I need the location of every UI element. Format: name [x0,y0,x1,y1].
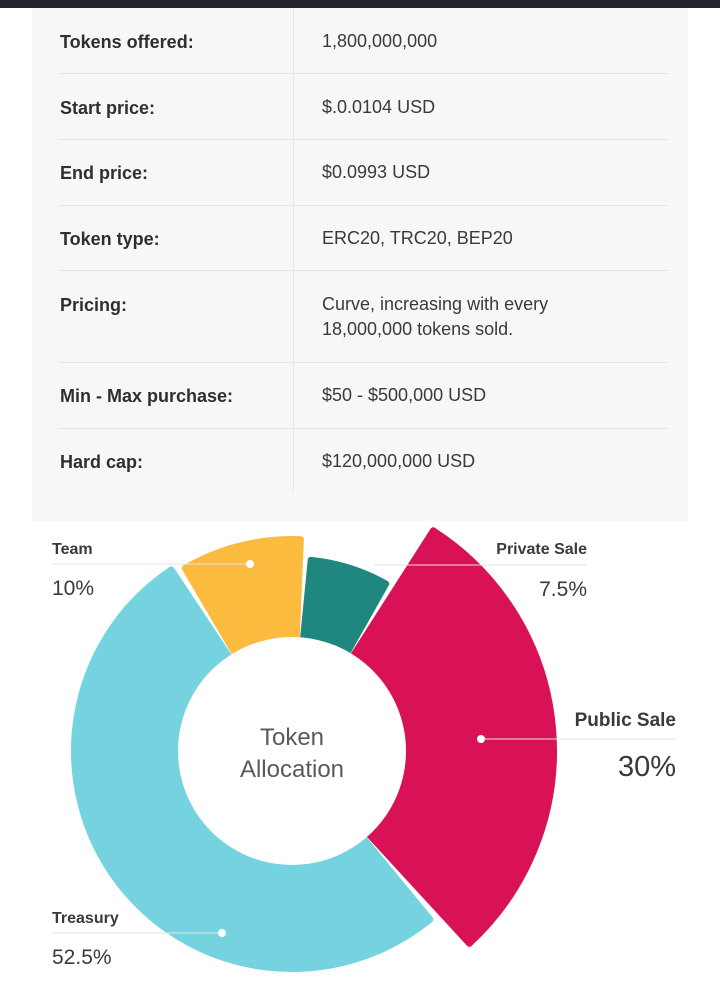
row-label: Hard cap: [60,452,144,472]
table-row: Tokens offered: 1,800,000,000 [59,8,668,74]
row-label: Start price: [60,98,156,118]
row-value: $120,000,000 USD [322,451,476,471]
donut-chart-svg: Token Allocation Team 10% Private Sale 7… [52,527,676,972]
row-label: Min - Max purchase: [60,386,234,406]
private-sale-value: 7.5% [539,578,587,601]
row-divider [59,139,668,140]
private-sale-callout-dot [366,561,374,569]
row-value: $.0.0104 USD [322,97,436,117]
token-allocation-chart: Token Allocation Team 10% Private Sale 7… [0,521,720,983]
center-label-line-1: Token [260,724,324,751]
public-sale-callout-dot [477,735,485,743]
row-value: $0.0993 USD [322,162,431,182]
row-value-line: 18,000,000 tokens sold. [322,319,514,339]
center-label-line-2: Allocation [240,756,344,783]
public-sale-value: 30% [618,751,676,783]
row-label: End price: [60,163,149,183]
row-value: $50 - $500,000 USD [322,385,487,405]
row-divider [59,205,668,206]
table-row: Token type: ERC20, TRC20, BEP20 [59,206,668,271]
row-label: Pricing: [60,295,128,315]
treasury-value: 52.5% [52,946,112,969]
treasury-label: Treasury [52,910,119,927]
team-callout-dot [246,560,254,568]
team-label: Team [52,541,93,558]
row-label: Token type: [60,229,160,249]
public-sale-label: Public Sale [575,710,676,731]
table-row: End price: $0.0993 USD [59,140,668,206]
sale-details-table: Tokens offered: 1,800,000,000 Start pric… [32,8,688,521]
row-value: Curve, increasing with every 18,000,000 … [322,292,652,342]
top-bar [0,0,720,8]
row-divider [59,73,668,74]
row-divider [59,362,668,363]
row-value: 1,800,000,000 [322,31,438,51]
treasury-callout-dot [218,929,226,937]
row-label: Tokens offered: [60,32,194,52]
table-row: Pricing: Curve, increasing with every 18… [59,271,668,363]
table-row: Min - Max purchase: $50 - $500,000 USD [59,363,668,429]
slice-public-sale [350,527,557,947]
donut-hole [178,637,406,865]
row-value: ERC20, TRC20, BEP20 [322,228,513,248]
row-divider [59,428,668,429]
table-row: Hard cap: $120,000,000 USD [59,429,668,495]
column-divider [293,8,294,492]
table-row: Start price: $.0.0104 USD [59,74,668,140]
row-value-line: Curve, increasing with every [322,294,549,314]
private-sale-label: Private Sale [496,541,587,558]
team-value: 10% [52,577,94,600]
row-divider [59,270,668,271]
